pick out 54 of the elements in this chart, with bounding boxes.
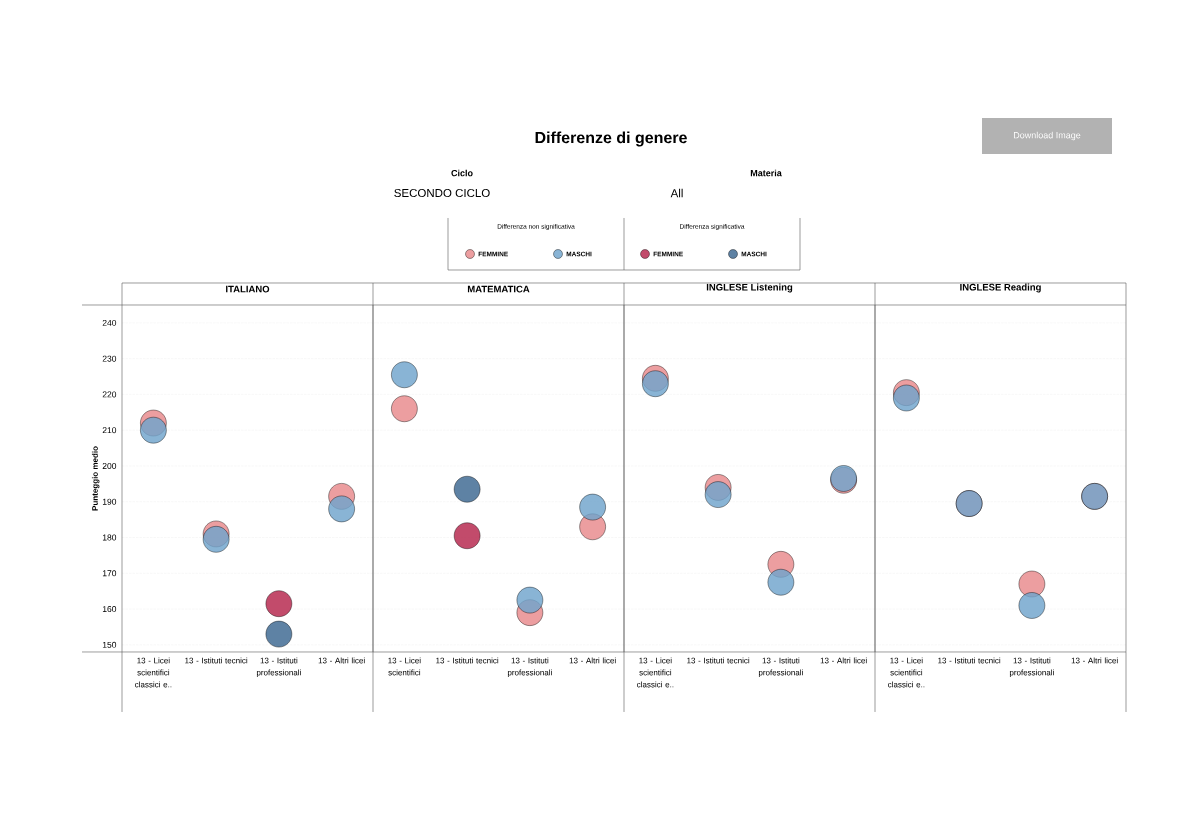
point [893, 384, 920, 412]
y-tick-label: 220 [102, 391, 117, 398]
point [202, 526, 230, 553]
chart-title: INGLESE Reading [960, 283, 1041, 293]
x-tick-label: 13 - Istituti tecnici [185, 657, 248, 664]
point [265, 620, 293, 648]
y-tick-label: 240 [102, 319, 117, 326]
point [453, 522, 481, 549]
y-tick-label: 160 [102, 606, 117, 613]
point [453, 476, 481, 503]
x-tick-label: 13 - Istituti professionali [1009, 657, 1054, 677]
x-tick-label: 13 - Istituti tecnici [938, 657, 1001, 664]
x-tick-label: 13 - Istituti professionali [507, 657, 552, 677]
x-tick-label: 13 - Altri licei [1071, 657, 1118, 664]
y-tick-label: 190 [102, 498, 117, 505]
x-tick-label: 13 - Altri licei [569, 657, 616, 664]
text: Differenze di genere [535, 131, 687, 147]
text: Ciclo [451, 169, 473, 177]
point [516, 586, 544, 614]
chart-title: ITALIANO [226, 285, 270, 293]
point [704, 481, 732, 508]
x-tick-label: 13 - Altri licei [318, 657, 365, 664]
y-tick-label: 210 [102, 427, 117, 434]
y-axis-title: Punteggio medio [91, 446, 100, 511]
y-tick-label: 170 [102, 570, 117, 577]
x-tick-label: 13 - Licei scientifici classici e.. [135, 657, 172, 688]
point [579, 493, 606, 521]
x-tick-label: 13 - Istituti professionali [758, 657, 803, 677]
y-tick-label: 200 [102, 462, 117, 469]
text: SECONDO CICLO [394, 188, 490, 198]
text: Materia [750, 169, 782, 177]
point [391, 395, 418, 422]
chart-title: INGLESE Listening [706, 283, 793, 293]
x-tick-label: 13 - Istituti tecnici [436, 657, 499, 664]
point [767, 569, 795, 596]
x-tick-label: 13 - Licei scientifici [388, 657, 421, 676]
x-tick-label: 13 - Licei scientifici classici e.. [888, 657, 925, 688]
x-tick-label: 13 - Istituti tecnici [687, 657, 750, 664]
y-tick-label: 150 [102, 641, 117, 648]
point [1018, 570, 1046, 598]
text: Download Image [1013, 131, 1081, 141]
point [391, 361, 418, 388]
x-tick-label: 13 - Altri licei [820, 657, 867, 664]
x-tick-label: 13 - Licei scientifici classici e.. [637, 657, 674, 688]
point [140, 417, 167, 444]
text: All [670, 188, 683, 198]
point [328, 495, 355, 523]
chart-title: MATEMATICA [467, 285, 530, 293]
point [265, 590, 293, 617]
point [642, 370, 669, 397]
point [1018, 592, 1046, 619]
y-tick-label: 230 [102, 355, 117, 362]
x-tick-label: 13 - Istituti professionali [256, 657, 301, 677]
y-tick-label: 180 [102, 534, 117, 541]
